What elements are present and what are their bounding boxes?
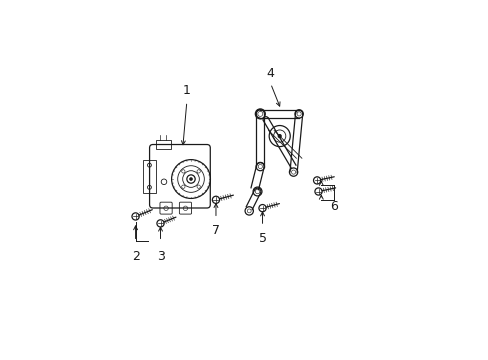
Text: 6: 6: [329, 200, 337, 213]
Text: 3: 3: [156, 250, 164, 263]
Text: 7: 7: [211, 224, 220, 237]
Circle shape: [189, 178, 192, 180]
Text: 4: 4: [266, 67, 274, 80]
Circle shape: [278, 135, 281, 138]
Text: 1: 1: [183, 84, 190, 97]
Text: 5: 5: [258, 232, 266, 245]
Text: 2: 2: [131, 250, 139, 263]
